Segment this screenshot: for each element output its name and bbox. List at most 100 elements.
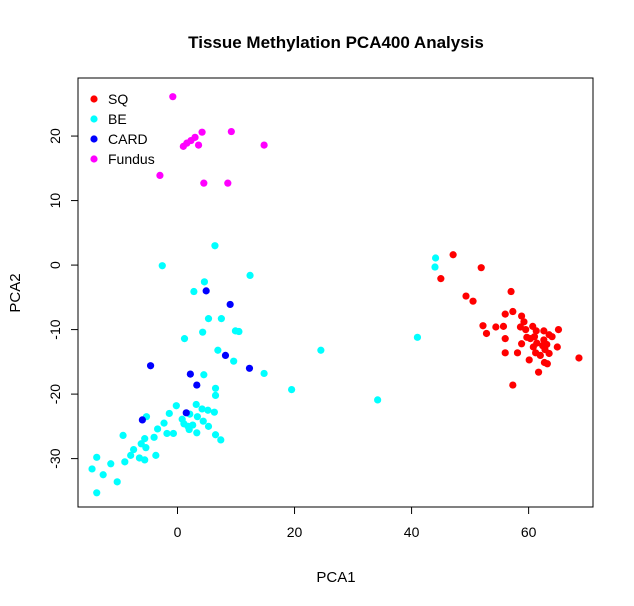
data-point bbox=[548, 333, 556, 341]
data-point bbox=[501, 310, 509, 318]
data-point bbox=[413, 333, 422, 341]
data-point bbox=[192, 400, 200, 409]
data-point bbox=[210, 408, 218, 416]
y-tick-label: 0 bbox=[47, 261, 63, 269]
data-point bbox=[146, 362, 155, 370]
data-point bbox=[211, 242, 219, 250]
data-point bbox=[575, 354, 583, 362]
data-point bbox=[217, 436, 225, 444]
y-axis-label: PCA2 bbox=[7, 273, 24, 312]
data-point bbox=[179, 142, 187, 150]
data-point bbox=[88, 465, 96, 473]
data-point bbox=[93, 489, 101, 497]
data-point bbox=[224, 179, 232, 187]
data-point bbox=[202, 287, 210, 295]
data-point bbox=[129, 445, 138, 454]
data-point bbox=[211, 391, 220, 399]
legend-marker bbox=[90, 95, 98, 103]
data-point bbox=[99, 471, 107, 479]
legend-label: SQ bbox=[108, 91, 128, 107]
data-point bbox=[431, 254, 440, 262]
data-point bbox=[160, 419, 168, 427]
data-point bbox=[142, 444, 150, 452]
data-point bbox=[141, 435, 149, 443]
plot-area bbox=[88, 93, 583, 497]
data-point bbox=[374, 396, 382, 404]
data-point bbox=[518, 312, 526, 320]
data-point bbox=[121, 458, 129, 466]
data-point bbox=[204, 406, 212, 414]
data-point bbox=[199, 328, 207, 336]
data-point bbox=[194, 141, 203, 149]
data-point bbox=[165, 409, 173, 418]
data-point bbox=[509, 381, 517, 389]
series-be bbox=[88, 242, 440, 497]
data-point bbox=[431, 263, 439, 271]
data-point bbox=[113, 478, 121, 486]
data-point bbox=[204, 315, 213, 323]
data-point bbox=[156, 171, 164, 180]
data-point bbox=[153, 425, 162, 433]
data-point bbox=[221, 351, 230, 359]
x-tick-label: 40 bbox=[404, 524, 420, 540]
legend-label: Fundus bbox=[108, 151, 155, 167]
data-point bbox=[200, 179, 208, 187]
data-point bbox=[127, 451, 135, 459]
series-card bbox=[138, 287, 254, 424]
data-point bbox=[182, 409, 190, 417]
data-point bbox=[543, 340, 551, 349]
x-tick-label: 20 bbox=[287, 524, 303, 540]
data-point bbox=[245, 364, 254, 372]
data-point bbox=[437, 275, 445, 283]
legend: SQ BE CARD Fundus bbox=[90, 91, 155, 167]
series-fundus bbox=[156, 93, 268, 187]
data-point bbox=[214, 346, 222, 354]
data-point bbox=[525, 356, 533, 364]
data-point bbox=[152, 451, 160, 459]
data-point bbox=[534, 368, 543, 376]
data-point bbox=[492, 323, 500, 331]
data-point bbox=[513, 349, 522, 357]
data-point bbox=[141, 456, 149, 464]
data-point bbox=[200, 278, 209, 286]
legend-label: CARD bbox=[108, 131, 148, 147]
data-point bbox=[260, 141, 268, 149]
data-point bbox=[522, 325, 530, 334]
y-tick-label: 10 bbox=[47, 193, 63, 209]
plot-frame bbox=[77, 77, 594, 508]
y-tick-label: -10 bbox=[47, 319, 63, 339]
legend-marker bbox=[90, 135, 98, 143]
y-tick-label: 20 bbox=[47, 128, 63, 144]
chart-title: Tissue Methylation PCA400 Analysis bbox=[188, 33, 484, 52]
data-point bbox=[169, 429, 177, 438]
data-point bbox=[119, 431, 127, 439]
data-point bbox=[520, 318, 528, 326]
x-axis-label: PCA1 bbox=[316, 569, 355, 586]
data-point bbox=[193, 429, 201, 437]
data-point bbox=[532, 327, 540, 335]
data-point bbox=[260, 369, 268, 378]
data-point bbox=[186, 370, 194, 378]
data-point bbox=[529, 343, 537, 351]
data-point bbox=[553, 343, 561, 351]
y-axis: -30 -20 -10 0 10 20 bbox=[47, 128, 79, 469]
data-point bbox=[482, 329, 491, 338]
data-point bbox=[507, 287, 515, 296]
legend-marker bbox=[90, 115, 98, 123]
data-point bbox=[200, 371, 208, 379]
data-point bbox=[138, 416, 146, 424]
data-point bbox=[204, 422, 213, 430]
data-point bbox=[545, 349, 553, 358]
x-axis: 0 20 40 60 bbox=[174, 506, 537, 540]
data-point bbox=[536, 351, 544, 359]
data-point bbox=[172, 402, 180, 410]
data-point bbox=[235, 327, 243, 336]
data-point bbox=[317, 346, 325, 354]
data-point bbox=[518, 340, 526, 348]
x-tick-label: 0 bbox=[174, 524, 182, 540]
data-point bbox=[501, 335, 509, 343]
data-point bbox=[230, 357, 238, 365]
data-point bbox=[163, 429, 171, 438]
data-point bbox=[227, 127, 235, 136]
data-point bbox=[193, 381, 201, 389]
